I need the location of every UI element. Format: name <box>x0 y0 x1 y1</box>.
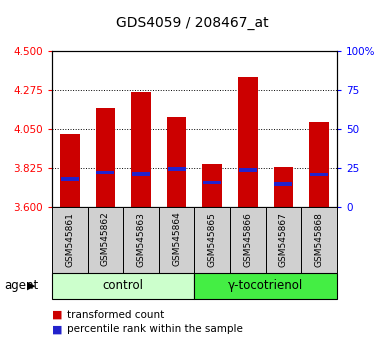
Bar <box>88 207 123 273</box>
Text: GSM545868: GSM545868 <box>315 212 323 267</box>
Bar <box>52 273 194 299</box>
Bar <box>52 207 88 273</box>
Text: GSM545861: GSM545861 <box>65 212 74 267</box>
Text: GSM545866: GSM545866 <box>243 212 252 267</box>
Bar <box>132 172 150 176</box>
Bar <box>60 135 80 207</box>
Bar <box>96 171 114 175</box>
Bar <box>301 207 337 273</box>
Text: percentile rank within the sample: percentile rank within the sample <box>67 324 243 334</box>
Bar <box>95 108 115 207</box>
Bar <box>310 173 328 176</box>
Text: ■: ■ <box>52 310 62 320</box>
Bar <box>131 92 151 207</box>
Bar <box>230 207 266 273</box>
Text: agent: agent <box>4 279 38 292</box>
Bar <box>275 182 293 186</box>
Text: GSM545867: GSM545867 <box>279 212 288 267</box>
Text: GSM545865: GSM545865 <box>208 212 217 267</box>
Bar <box>194 207 230 273</box>
Text: ▶: ▶ <box>27 281 36 291</box>
Bar <box>167 117 186 207</box>
Bar <box>274 167 293 207</box>
Bar <box>123 207 159 273</box>
Text: γ-tocotrienol: γ-tocotrienol <box>228 279 303 292</box>
Bar <box>61 177 79 181</box>
Bar <box>309 122 329 207</box>
Bar <box>203 181 221 184</box>
Text: GDS4059 / 208467_at: GDS4059 / 208467_at <box>116 16 269 30</box>
Text: GSM545863: GSM545863 <box>137 212 146 267</box>
Bar <box>167 167 186 171</box>
Text: GSM545864: GSM545864 <box>172 212 181 267</box>
Bar <box>194 273 337 299</box>
Bar <box>238 77 258 207</box>
Bar <box>266 207 301 273</box>
Text: control: control <box>103 279 144 292</box>
Text: GSM545862: GSM545862 <box>101 212 110 267</box>
Bar <box>239 169 257 172</box>
Bar <box>159 207 194 273</box>
Bar <box>203 164 222 207</box>
Text: transformed count: transformed count <box>67 310 165 320</box>
Text: ■: ■ <box>52 324 62 334</box>
